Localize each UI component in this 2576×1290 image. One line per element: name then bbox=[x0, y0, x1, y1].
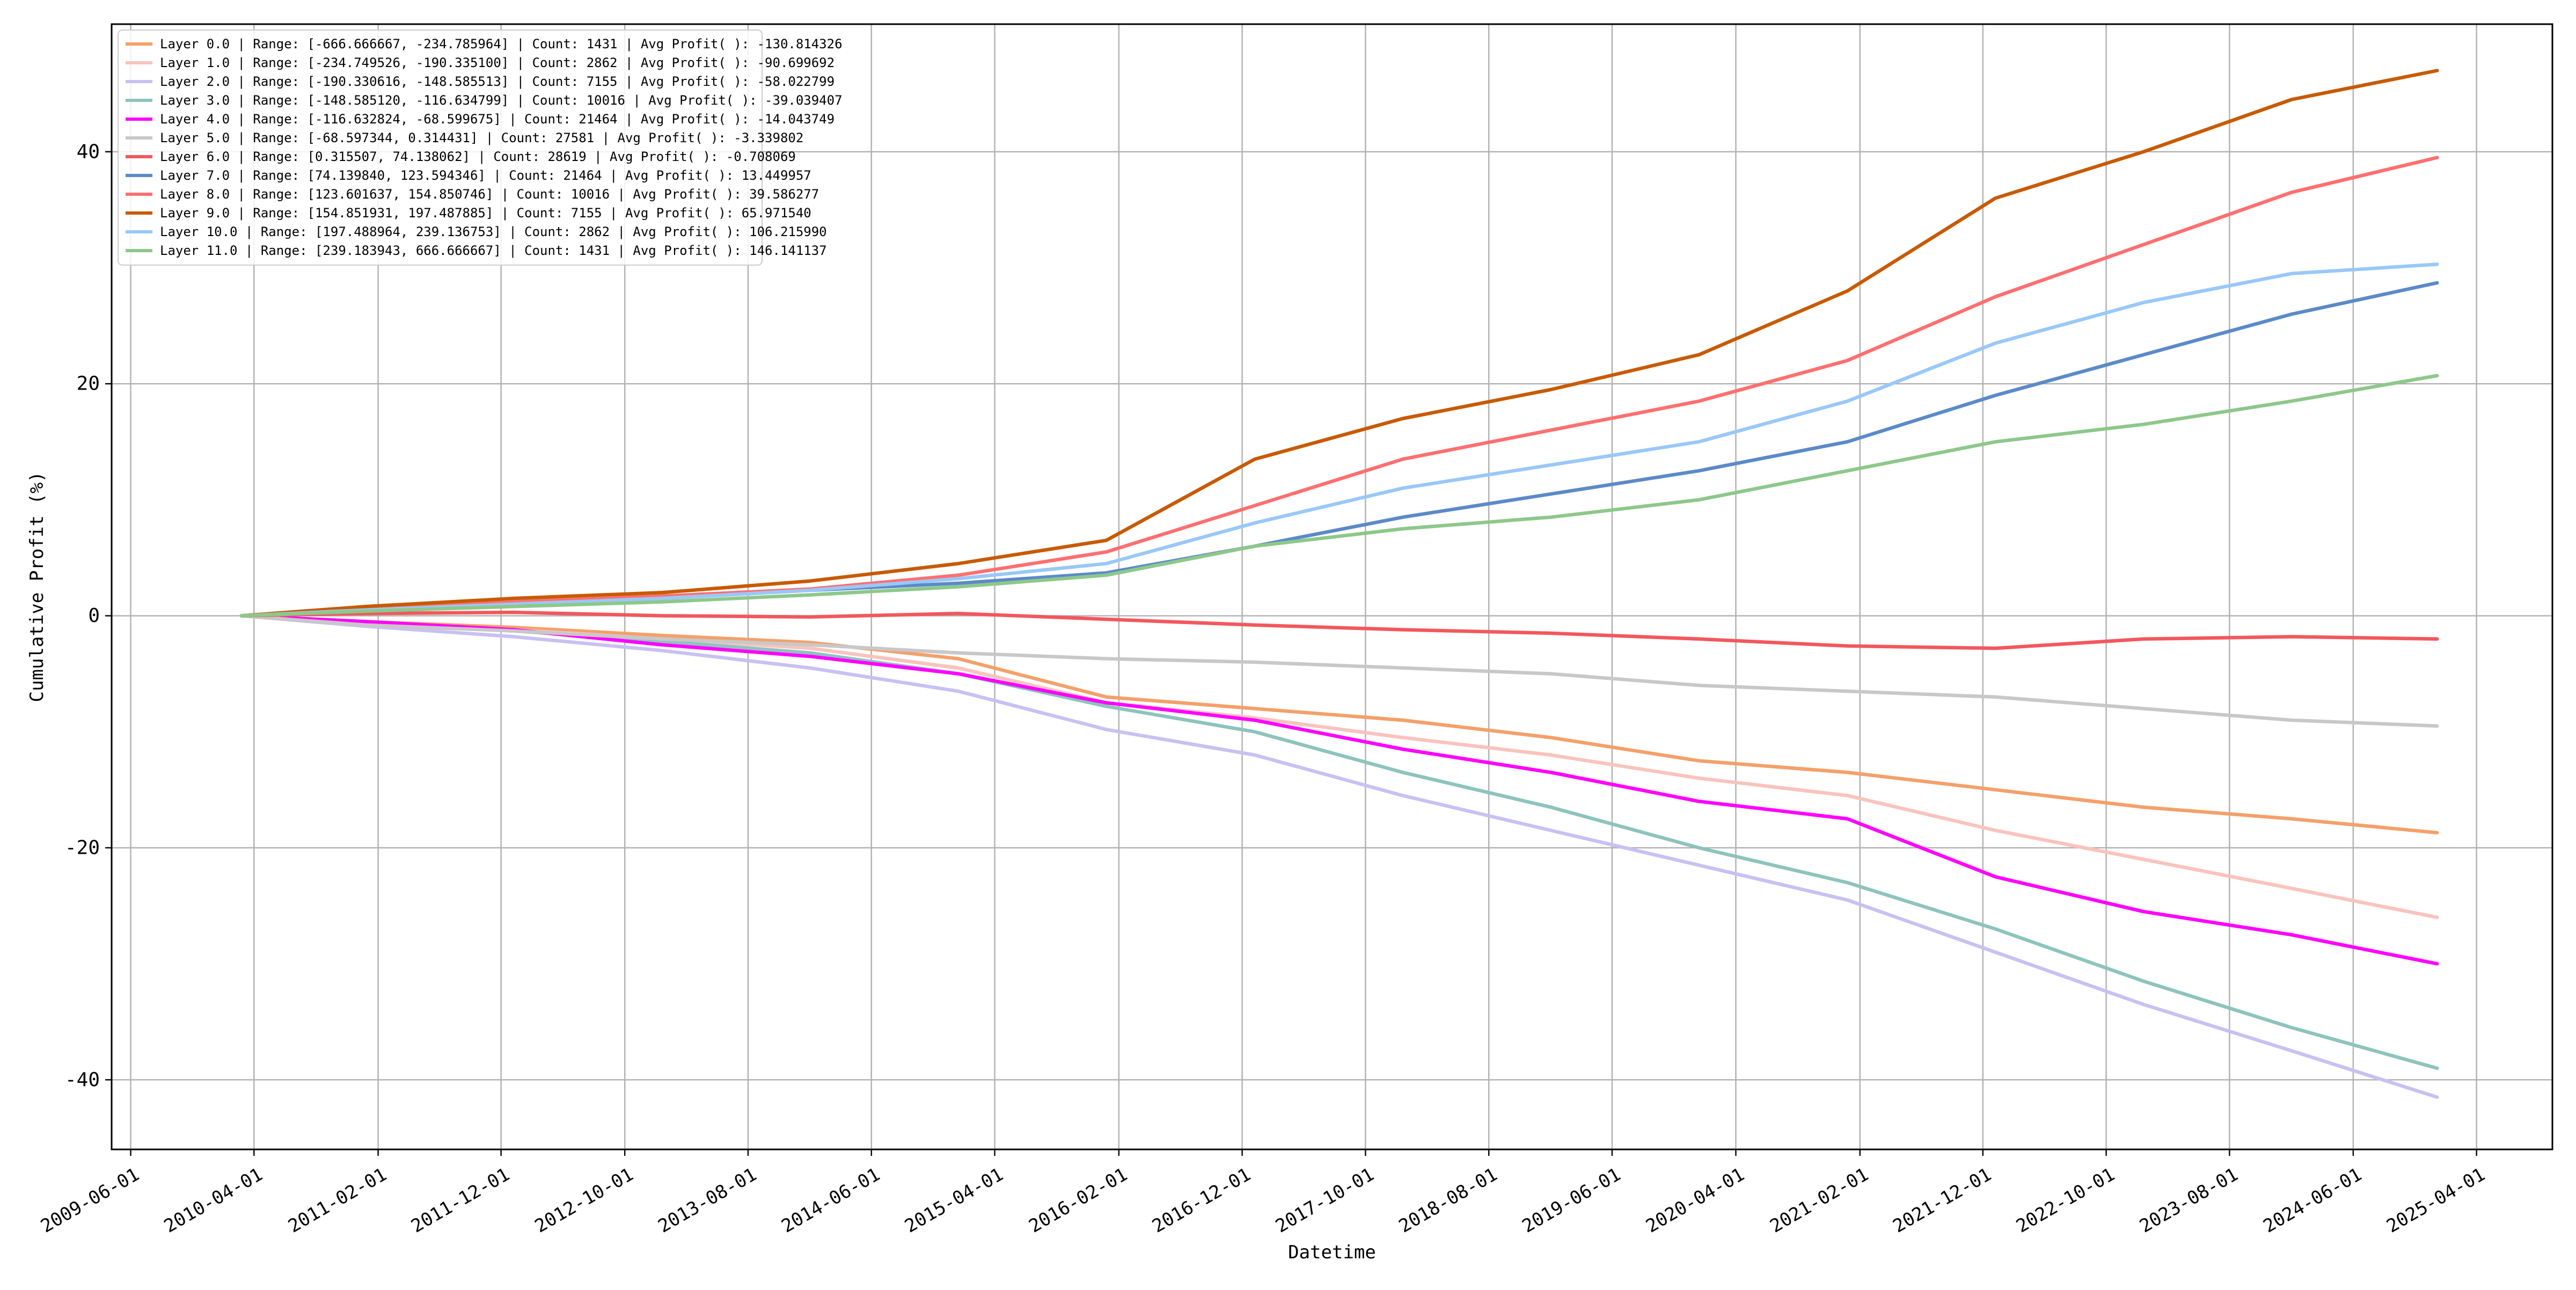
x-tick-label: 2018-08-01 bbox=[1395, 1164, 1501, 1237]
x-tick-label: 2024-06-01 bbox=[2259, 1164, 2365, 1237]
series-line-layer-7 bbox=[239, 281, 2439, 618]
series-line-layer-11 bbox=[239, 373, 2439, 618]
series-line-layer-0 bbox=[239, 614, 2439, 835]
legend-entry: Layer 8.0 | Range: [123.601637, 154.8507… bbox=[160, 187, 819, 202]
y-tick-label: -40 bbox=[65, 1069, 100, 1091]
legend-entry: Layer 4.0 | Range: [-116.632824, -68.599… bbox=[160, 112, 835, 127]
x-tick-label: 2011-02-01 bbox=[284, 1164, 390, 1237]
legend-entry: Layer 7.0 | Range: [74.139840, 123.59434… bbox=[160, 168, 811, 183]
y-tick-label: 40 bbox=[77, 141, 100, 163]
legend-entry: Layer 10.0 | Range: [197.488964, 239.136… bbox=[160, 224, 827, 239]
y-tick-label: 20 bbox=[77, 373, 100, 395]
x-tick-label: 2025-04-01 bbox=[2383, 1164, 2489, 1237]
legend: Layer 0.0 | Range: [-666.666667, -234.78… bbox=[118, 30, 843, 266]
x-tick-label: 2012-10-01 bbox=[531, 1164, 637, 1237]
legend-entry: Layer 2.0 | Range: [-190.330616, -148.58… bbox=[160, 74, 835, 89]
x-tick-label: 2021-12-01 bbox=[1889, 1164, 1995, 1237]
series-lines bbox=[239, 69, 2439, 1099]
y-axis-label: Cumulative Profit (%) bbox=[26, 472, 48, 702]
x-tick-label: 2010-04-01 bbox=[160, 1164, 266, 1237]
y-tick-label: 0 bbox=[88, 605, 100, 627]
x-tick-label: 2023-08-01 bbox=[2136, 1164, 2242, 1237]
x-tick-label: 2013-08-01 bbox=[655, 1164, 760, 1237]
plot-frame bbox=[111, 23, 2553, 1150]
x-axis-label: Datetime bbox=[1288, 1242, 1376, 1263]
series-line-layer-5 bbox=[239, 614, 2439, 728]
x-tick-label: 2016-12-01 bbox=[1148, 1164, 1254, 1237]
x-tick-label: 2022-10-01 bbox=[2012, 1164, 2118, 1237]
legend-entry: Layer 5.0 | Range: [-68.597344, 0.314431… bbox=[160, 130, 803, 145]
x-axis-ticks: 2009-06-01 2010-04-01 2011-02-01 2011-12-01… bbox=[37, 1149, 2489, 1237]
series-line-layer-3 bbox=[239, 614, 2439, 1070]
series-line-layer-1 bbox=[239, 614, 2439, 919]
legend-entry: Layer 3.0 | Range: [-148.585120, -116.63… bbox=[160, 93, 843, 108]
x-tick-label: 2016-02-01 bbox=[1025, 1164, 1131, 1237]
x-tick-label: 2020-04-01 bbox=[1642, 1164, 1748, 1237]
y-tick-label: -20 bbox=[65, 837, 100, 859]
legend-entry: Layer 6.0 | Range: [0.315507, 74.138062]… bbox=[160, 149, 796, 164]
x-tick-label: 2014-06-01 bbox=[778, 1164, 883, 1237]
x-tick-label: 2011-12-01 bbox=[407, 1164, 513, 1237]
legend-entry: Layer 9.0 | Range: [154.851931, 197.4878… bbox=[160, 206, 811, 221]
series-line-layer-9 bbox=[239, 69, 2439, 618]
series-line-layer-10 bbox=[239, 262, 2439, 618]
legend-entry: Layer 11.0 | Range: [239.183943, 666.666… bbox=[160, 243, 827, 258]
x-tick-label: 2019-06-01 bbox=[1519, 1164, 1624, 1237]
legend-entry: Layer 1.0 | Range: [-234.749526, -190.33… bbox=[160, 55, 835, 70]
legend-entry: Layer 0.0 | Range: [-666.666667, -234.78… bbox=[160, 36, 843, 52]
series-line-layer-4 bbox=[239, 614, 2439, 966]
x-tick-label: 2017-10-01 bbox=[1272, 1164, 1378, 1237]
legend-box bbox=[118, 30, 763, 266]
series-line-layer-8 bbox=[239, 156, 2439, 618]
series-line-layer-2 bbox=[239, 614, 2439, 1099]
x-tick-label: 2021-02-01 bbox=[1766, 1164, 1872, 1237]
x-tick-label: 2009-06-01 bbox=[37, 1164, 143, 1237]
series-line-layer-6 bbox=[239, 610, 2439, 650]
x-tick-label: 2015-04-01 bbox=[901, 1164, 1007, 1237]
y-axis-ticks: -40 -20 0 20 40 bbox=[65, 141, 112, 1091]
